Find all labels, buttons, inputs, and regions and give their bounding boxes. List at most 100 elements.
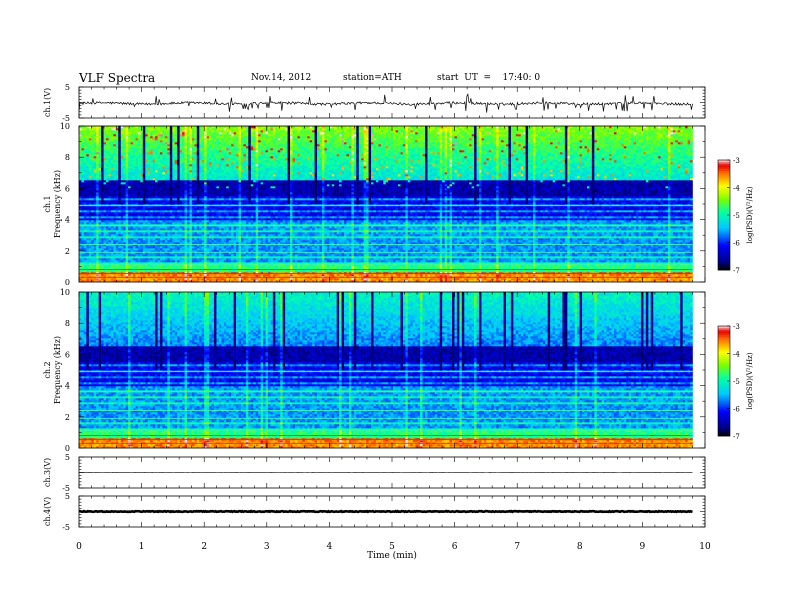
spectrogram-cell bbox=[256, 258, 259, 260]
spectrogram-cell bbox=[440, 266, 443, 268]
spectrogram-cell bbox=[349, 258, 352, 260]
spectrogram-cell bbox=[312, 246, 315, 248]
spectrogram-cell bbox=[315, 254, 318, 256]
spectrogram-cell bbox=[624, 256, 627, 258]
spectrogram-cell bbox=[99, 258, 102, 260]
spectrogram-cell bbox=[447, 274, 450, 276]
spectrogram-cell bbox=[165, 248, 168, 250]
spectrogram-cell bbox=[531, 248, 534, 250]
spectrogram-cell bbox=[288, 246, 291, 248]
spectrogram-cell bbox=[344, 274, 347, 276]
spectrogram-cell bbox=[643, 246, 646, 248]
spectrogram-cell bbox=[123, 274, 126, 276]
spectrogram-cell bbox=[665, 274, 668, 276]
spectrogram-cell bbox=[469, 256, 472, 258]
spectrogram-cell bbox=[231, 242, 234, 244]
spectrogram-cell bbox=[565, 274, 568, 276]
spectrogram-cell bbox=[175, 270, 178, 272]
spectrogram-cell bbox=[288, 270, 291, 272]
spectrogram-cell bbox=[602, 248, 605, 250]
spectrogram-cell bbox=[300, 278, 303, 280]
spectrogram-cell bbox=[185, 254, 188, 256]
spectrogram-cell bbox=[599, 278, 602, 280]
spectrogram-cell bbox=[246, 256, 249, 258]
spectrogram-cell bbox=[484, 274, 487, 276]
spectrogram-cell bbox=[302, 258, 305, 260]
spectrogram-cell bbox=[101, 242, 104, 244]
spectrogram-cell bbox=[185, 270, 188, 272]
spectrogram-cell bbox=[543, 254, 546, 256]
spectrogram-cell bbox=[155, 256, 158, 258]
spectrogram-cell bbox=[582, 260, 585, 262]
spectrogram-cell bbox=[116, 266, 119, 268]
spectrogram-cell bbox=[253, 248, 256, 250]
spectrogram-cell bbox=[346, 270, 349, 272]
spectrogram-cell bbox=[631, 248, 634, 250]
spectrogram-cell bbox=[427, 248, 430, 250]
spectrogram-cell bbox=[430, 270, 433, 272]
spectrogram-cell bbox=[199, 254, 202, 256]
spectrogram-cell bbox=[405, 278, 408, 280]
spectrogram-cell bbox=[464, 246, 467, 248]
spectrogram-cell bbox=[135, 260, 138, 262]
spectrogram-cell bbox=[128, 256, 131, 258]
spectrogram-cell bbox=[393, 274, 396, 276]
spectrogram-cell bbox=[386, 260, 389, 262]
spectrogram-cell bbox=[170, 254, 173, 256]
spectrogram-cell bbox=[351, 260, 354, 262]
spectrogram-cell bbox=[268, 274, 271, 276]
spectrogram-cell bbox=[494, 246, 497, 248]
spectrogram-cell bbox=[121, 270, 124, 272]
spectrogram-cell bbox=[354, 242, 357, 244]
spectrogram-cell bbox=[317, 258, 320, 260]
spectrogram-cell bbox=[575, 248, 578, 250]
spectrogram-cell bbox=[673, 260, 676, 262]
spectrogram-cell bbox=[292, 278, 295, 280]
spectrogram-cell bbox=[221, 248, 224, 250]
spectrogram-cell bbox=[577, 254, 580, 256]
spectrogram-cell bbox=[508, 254, 511, 256]
spectrogram-cell bbox=[646, 256, 649, 258]
spectrogram-cell bbox=[452, 270, 455, 272]
spectrogram-cell bbox=[162, 270, 165, 272]
spectrogram-cell bbox=[270, 246, 273, 248]
spectrogram-cell bbox=[145, 248, 148, 250]
spectrogram-cell bbox=[351, 274, 354, 276]
spectrogram-cell bbox=[432, 256, 435, 258]
spectrogram-cell bbox=[445, 270, 448, 272]
spectrogram-cell bbox=[346, 274, 349, 276]
spectrogram-cell bbox=[261, 248, 264, 250]
spectrogram-cell bbox=[121, 258, 124, 260]
spectrogram-cell bbox=[410, 260, 413, 262]
spectrogram-cell bbox=[506, 274, 509, 276]
spectrogram-cell bbox=[435, 260, 438, 262]
spectrogram-cell bbox=[202, 258, 205, 260]
spectrogram-cell bbox=[464, 256, 467, 258]
spectrogram-cell bbox=[194, 242, 197, 244]
spectrogram-cell bbox=[253, 274, 256, 276]
spectrogram-cell bbox=[329, 256, 332, 258]
spectrogram-cell bbox=[241, 242, 244, 244]
spectrogram-cell bbox=[332, 254, 335, 256]
spectrogram-cell bbox=[324, 266, 327, 268]
spectrogram-cell bbox=[212, 258, 215, 260]
spectrogram-cell bbox=[467, 254, 470, 256]
spectrogram-cell bbox=[440, 274, 443, 276]
spectrogram-cell bbox=[447, 256, 450, 258]
spectrogram-cell bbox=[251, 258, 254, 260]
spectrogram-cell bbox=[192, 242, 195, 244]
spectrogram-cell bbox=[481, 260, 484, 262]
spectrogram-cell bbox=[234, 246, 237, 248]
spectrogram-cell bbox=[393, 254, 396, 256]
spectrogram-cell bbox=[678, 270, 681, 272]
spectrogram-cell bbox=[216, 254, 219, 256]
spectrogram-cell bbox=[172, 270, 175, 272]
spectrogram-cell bbox=[653, 266, 656, 268]
vlf-spectra-figure: VLF Spectra Nov.14, 2012 station=ATH sta… bbox=[0, 0, 792, 612]
spectrogram-cell bbox=[253, 258, 256, 260]
spectrogram-cell bbox=[504, 248, 507, 250]
spectrogram-cell bbox=[442, 278, 445, 280]
spectrogram-cell bbox=[81, 256, 84, 258]
spectrogram-cell bbox=[656, 256, 659, 258]
spectrogram-cell bbox=[177, 248, 180, 250]
